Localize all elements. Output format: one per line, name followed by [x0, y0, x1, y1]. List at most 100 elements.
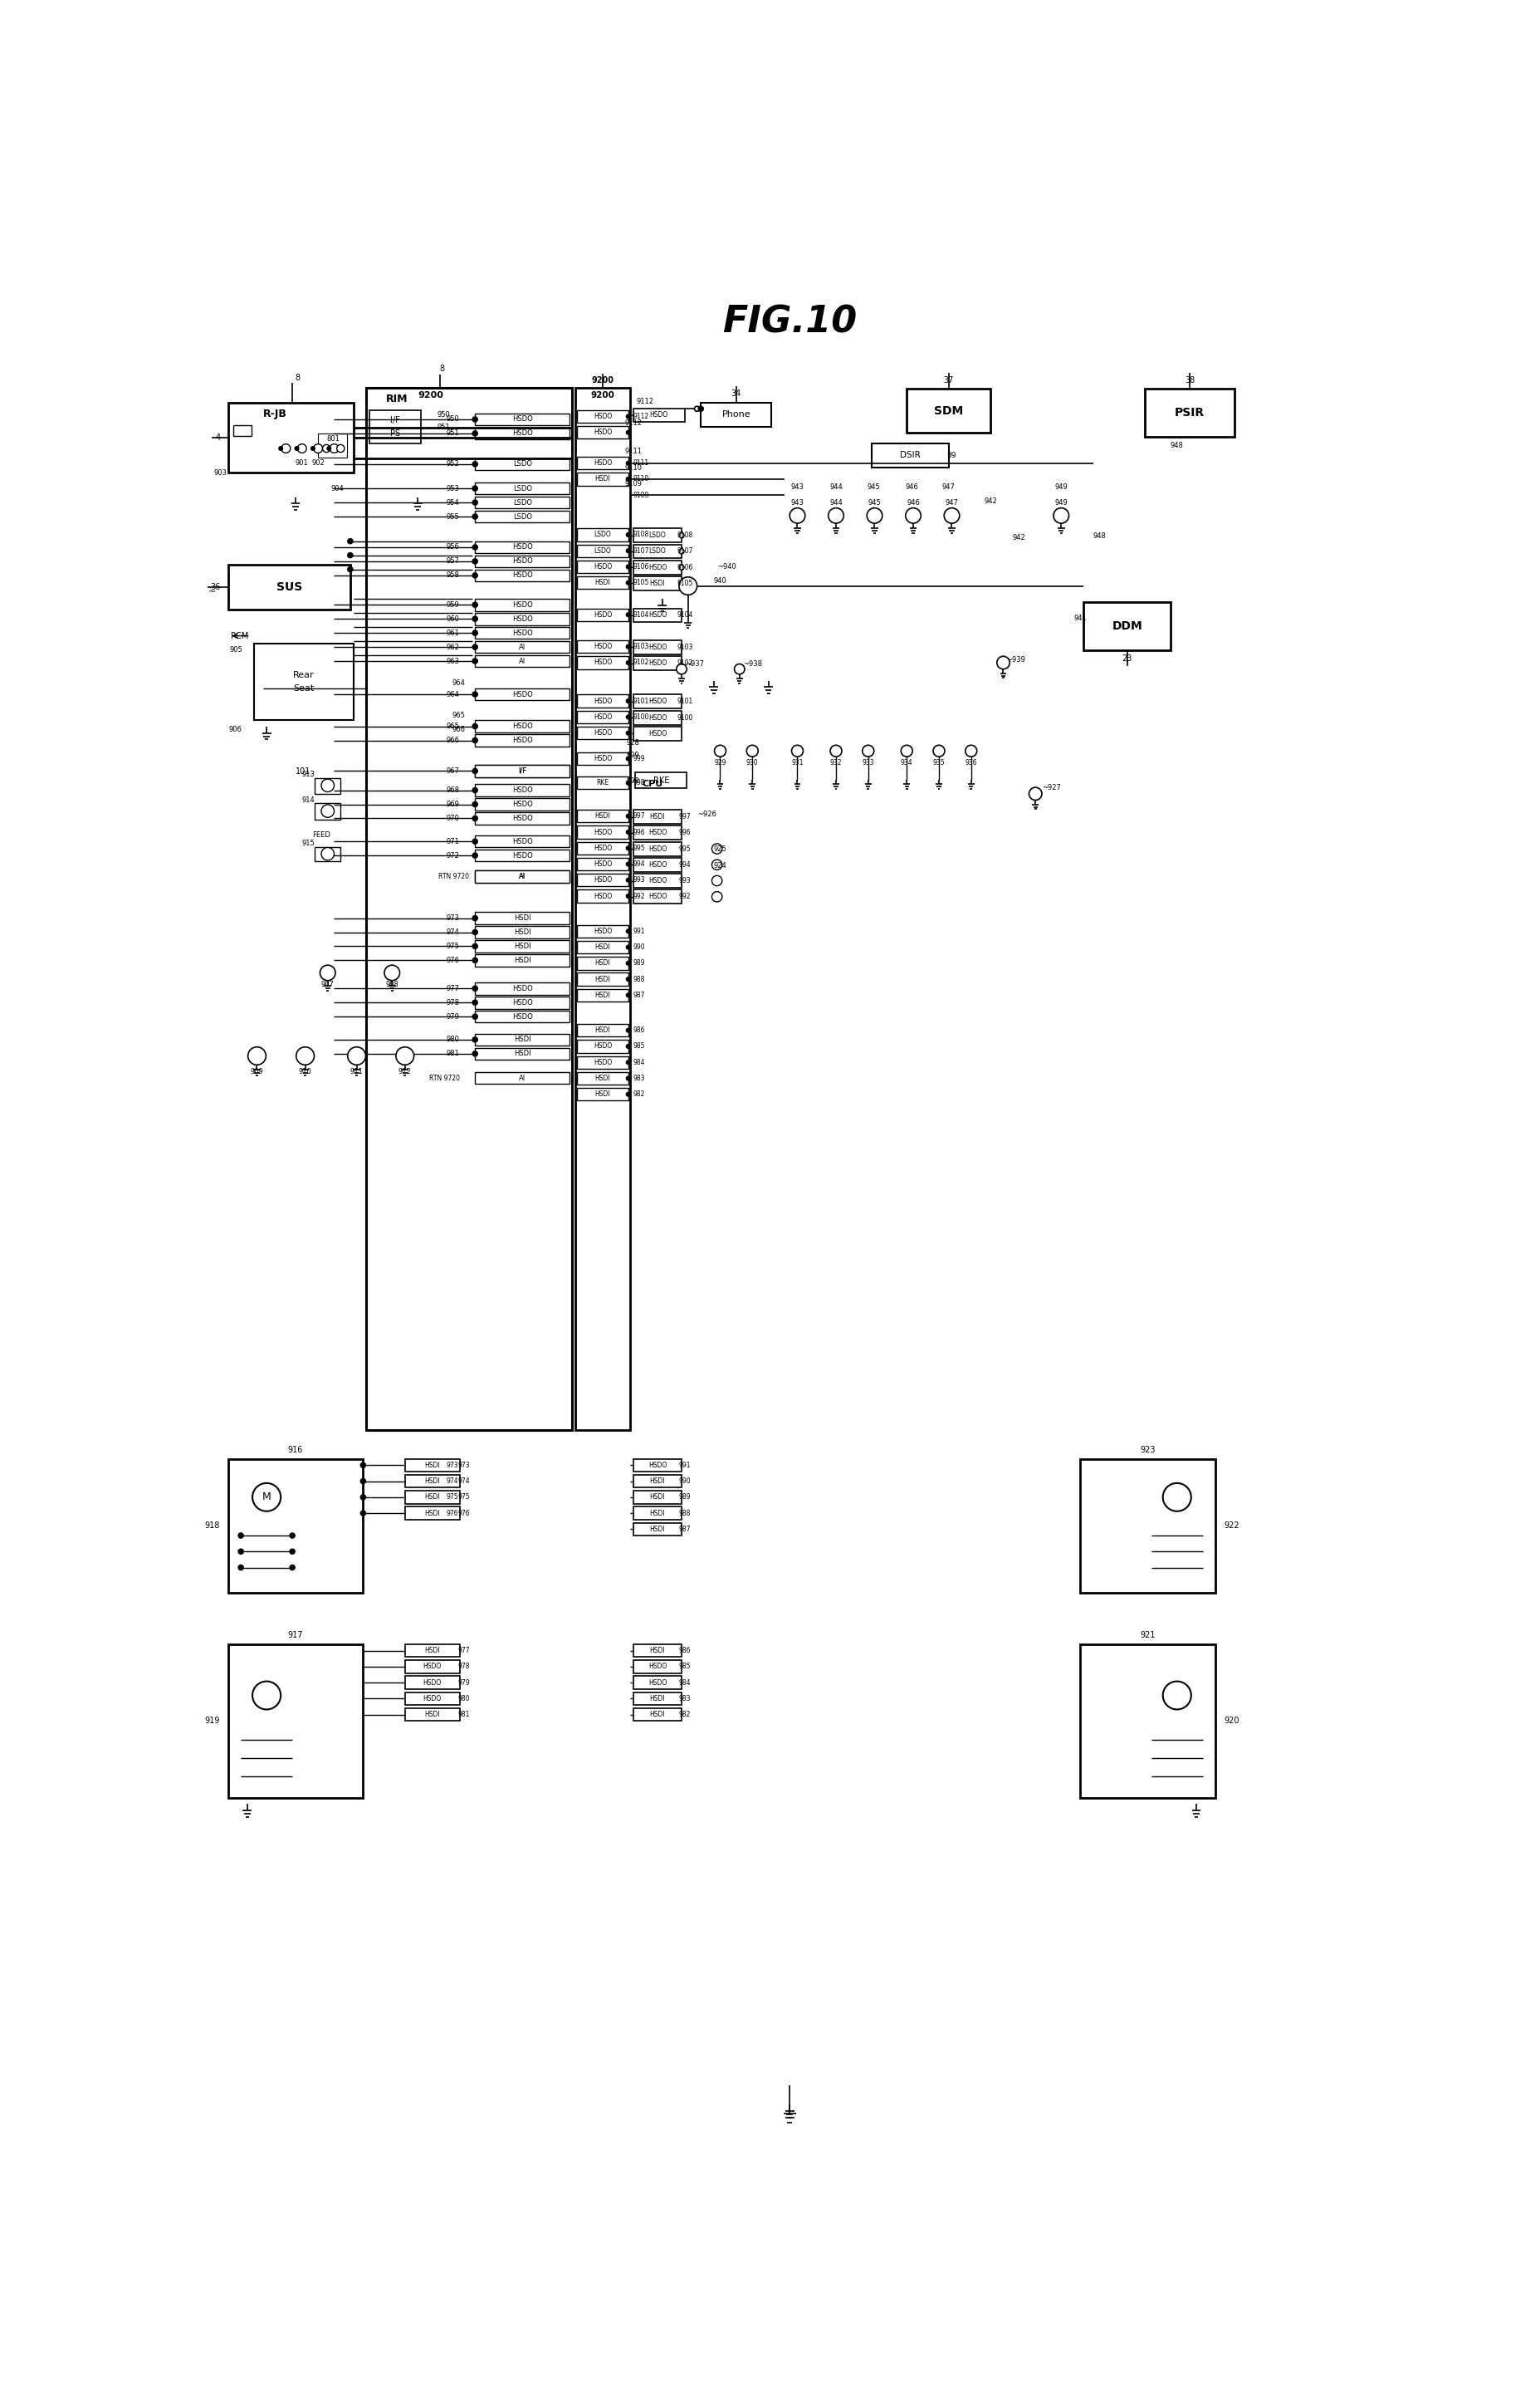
Bar — [474, 1049, 570, 1061]
Text: ~926: ~926 — [698, 810, 716, 818]
Circle shape — [996, 657, 1009, 669]
Bar — [578, 988, 628, 1000]
Text: 974: 974 — [447, 1477, 457, 1484]
Circle shape — [473, 500, 477, 505]
Text: HSDO: HSDO — [511, 1013, 533, 1020]
Circle shape — [1053, 507, 1069, 524]
Text: 9111: 9111 — [633, 459, 648, 467]
Text: 978: 978 — [457, 1662, 470, 1671]
Text: HSDO: HSDO — [648, 892, 667, 899]
Circle shape — [625, 1061, 630, 1065]
Text: 964: 964 — [451, 678, 465, 688]
Text: 989: 989 — [633, 960, 645, 967]
Text: 933: 933 — [862, 758, 873, 767]
Circle shape — [625, 1077, 630, 1080]
Bar — [633, 695, 681, 709]
Circle shape — [735, 664, 744, 673]
Circle shape — [473, 462, 477, 467]
Bar — [578, 1087, 628, 1101]
Bar — [367, 387, 571, 1431]
Circle shape — [326, 447, 331, 450]
Circle shape — [473, 931, 477, 936]
Circle shape — [322, 445, 330, 452]
Text: 919: 919 — [205, 1717, 219, 1724]
Circle shape — [679, 534, 684, 539]
Text: 974: 974 — [447, 928, 459, 936]
Text: DSIR: DSIR — [899, 452, 919, 459]
Text: HSDO: HSDO — [511, 984, 533, 993]
Text: HSDO: HSDO — [511, 430, 533, 438]
Text: 950: 950 — [447, 416, 459, 423]
Text: 961: 961 — [447, 630, 459, 637]
Circle shape — [711, 844, 722, 854]
Text: AI: AI — [519, 642, 525, 652]
Bar — [578, 474, 628, 486]
Text: HSDO: HSDO — [511, 616, 533, 623]
Bar — [474, 940, 570, 952]
Text: 954: 954 — [447, 498, 459, 505]
Circle shape — [297, 445, 306, 452]
Text: 9110: 9110 — [633, 476, 648, 483]
Text: HSDO: HSDO — [593, 755, 611, 762]
Text: 9104: 9104 — [633, 611, 648, 618]
Text: 998: 998 — [627, 777, 639, 784]
Circle shape — [625, 731, 630, 736]
Circle shape — [282, 445, 290, 452]
Text: I/F: I/F — [390, 416, 400, 423]
Circle shape — [625, 661, 630, 664]
Text: 950: 950 — [437, 411, 450, 418]
Circle shape — [695, 406, 699, 411]
Circle shape — [296, 1046, 314, 1065]
Text: 986: 986 — [679, 1647, 690, 1655]
Text: FEED: FEED — [313, 832, 330, 839]
Text: HSDI: HSDI — [650, 1696, 665, 1703]
Text: 947: 947 — [941, 483, 955, 491]
Circle shape — [679, 577, 696, 594]
Text: HSDO: HSDO — [593, 844, 611, 851]
Circle shape — [383, 964, 399, 981]
Bar — [633, 1676, 681, 1688]
Text: 916: 916 — [288, 1445, 303, 1455]
Text: Seat: Seat — [293, 683, 314, 693]
Text: 9200: 9200 — [417, 392, 444, 399]
Text: HSDO: HSDO — [593, 659, 611, 666]
Bar — [574, 387, 630, 1431]
Circle shape — [747, 746, 758, 758]
Bar — [1144, 390, 1234, 438]
Bar — [633, 873, 681, 887]
Circle shape — [473, 1000, 477, 1005]
Circle shape — [473, 943, 477, 950]
Bar — [633, 608, 681, 623]
Text: 4: 4 — [216, 433, 220, 443]
Text: HSDO: HSDO — [511, 572, 533, 580]
Text: HSDI: HSDI — [594, 1075, 610, 1082]
Text: 951: 951 — [447, 430, 459, 438]
Text: 953: 953 — [447, 486, 459, 493]
Bar — [578, 657, 628, 669]
Text: 917: 917 — [288, 1631, 303, 1640]
Text: HSDI: HSDI — [594, 476, 610, 483]
Circle shape — [320, 964, 336, 981]
Text: 914: 914 — [302, 796, 314, 803]
Text: HSDI: HSDI — [650, 1647, 665, 1655]
Bar — [906, 390, 990, 433]
Text: HSDO: HSDO — [593, 861, 611, 868]
Circle shape — [473, 839, 477, 844]
Circle shape — [625, 895, 630, 897]
Circle shape — [348, 568, 353, 572]
Circle shape — [396, 1046, 414, 1065]
Text: Rear: Rear — [293, 671, 314, 681]
Bar — [578, 940, 628, 955]
Text: 902: 902 — [311, 459, 325, 467]
Text: 9100: 9100 — [633, 714, 648, 722]
Bar — [370, 411, 420, 443]
Bar — [578, 957, 628, 969]
Bar — [474, 849, 570, 861]
Bar — [633, 560, 681, 575]
Bar — [634, 772, 687, 789]
Bar — [578, 1039, 628, 1053]
Text: 947: 947 — [944, 500, 958, 507]
Circle shape — [290, 1532, 294, 1539]
Circle shape — [360, 1494, 365, 1501]
Bar — [314, 847, 340, 861]
